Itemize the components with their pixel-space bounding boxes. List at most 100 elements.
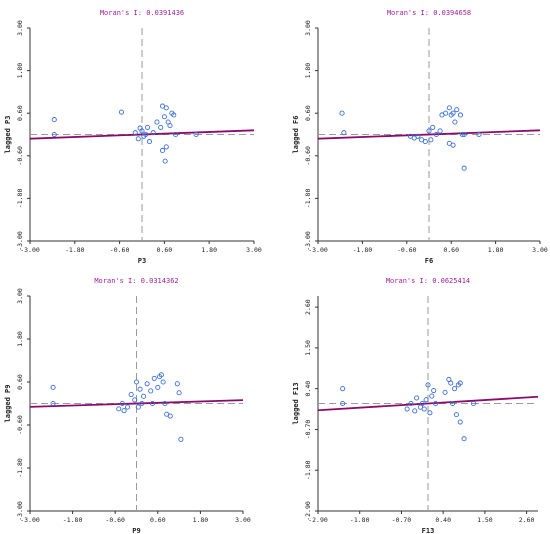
x-tick-label: 3.00 [235,516,251,524]
data-point [193,131,199,138]
data-point [429,393,435,399]
y-tick-label: -0.60 [16,415,24,435]
data-point [162,158,168,164]
data-point [148,388,154,394]
data-point [461,131,467,138]
data-point [116,406,122,412]
data-point [341,130,347,136]
data-point [450,110,456,116]
x-tick-label: -1.80 [350,516,370,524]
x-tick-label: -0.60 [110,246,130,254]
data-point [421,406,427,412]
x-tick-label: 1.80 [488,246,504,254]
x-tick-label: -1.80 [63,516,83,524]
y-axis-label: lagged P9 [4,385,12,423]
data-point [119,400,125,407]
data-point [132,130,138,136]
y-tick-label: 2.60 [304,299,312,315]
data-point [442,389,448,395]
x-tick-label: 0.60 [157,246,173,254]
data-point [457,112,464,118]
y-tick-label: 1.80 [16,63,24,79]
data-point [426,128,432,134]
regression-line [29,129,255,140]
data-point [128,391,134,398]
y-tick-label: 1.80 [16,331,24,347]
data-point [174,381,180,387]
y-tick-label: -1.80 [16,458,24,478]
data-point [176,390,182,396]
y-tick-label: 3.00 [16,288,24,304]
data-point [450,400,456,407]
data-point [448,380,454,386]
data-point [430,124,436,130]
data-point [139,400,145,407]
data-point [461,436,467,442]
data-point [459,131,465,138]
data-point [452,119,458,125]
data-point [437,128,443,134]
y-axis-label: lagged F6 [292,116,300,154]
data-point [118,109,125,115]
data-point [150,130,156,136]
data-point [167,413,173,419]
y-tick-label: 0.40 [304,381,312,397]
data-point [50,384,56,390]
y-tick-label: 3.00 [304,20,312,36]
x-tick-label: 1.50 [477,516,493,524]
data-point [476,131,482,138]
data-point [457,419,463,425]
data-point [340,400,346,407]
data-point [423,397,429,403]
x-tick-label: -0.60 [105,516,125,524]
data-point [453,412,459,418]
data-point [428,137,434,143]
data-point [443,110,449,116]
x-tick-label: 0.40 [435,516,451,524]
moran-plot-4: Moran's I: 0.0625414 -2.90 -1.80 -0.70 0.40 1… [292,277,539,534]
data-point [158,124,164,130]
x-tick-label: -1.80 [353,246,373,254]
y-axis-label: lagged F13 [292,382,300,424]
moran-plot-2: Moran's I: 0.0394658 -3.00 -1.80 -0.60 0.60 1… [292,9,548,265]
y-tick-label: -1.80 [304,460,312,480]
data-point [141,393,147,399]
data-point [412,408,418,414]
x-axis-label: P9 [132,527,140,534]
regression-line [317,129,541,140]
data-point [433,131,439,138]
x-tick-label: 0.60 [443,246,459,254]
y-tick-label: -3.00 [304,231,312,251]
data-point [139,128,145,134]
x-tick-label: -3.00 [308,246,328,254]
data-point [158,372,164,378]
data-point [146,139,153,145]
x-axis-label: F6 [425,257,433,265]
y-axis-label: lagged P3 [4,116,12,154]
data-point [431,387,437,394]
data-point [404,406,410,412]
data-point [425,382,431,388]
data-point [155,384,161,390]
y-tick-label: -1.80 [16,189,24,209]
data-point [173,131,179,138]
data-point [135,136,141,142]
data-point [461,165,467,171]
x-tick-label: 3.00 [532,246,548,254]
y-tick-label: -3.00 [16,501,24,521]
y-tick-label: 0.60 [16,374,24,390]
data-point [446,105,452,111]
x-tick-label: -2.90 [308,516,328,524]
moran-plot-3: Moran's I: 0.0314362 -3.00 -1.80 -0.60 0.60 1… [4,277,251,534]
data-point [163,144,169,150]
data-point [51,117,57,123]
x-tick-label: -0.70 [392,516,412,524]
data-point [135,404,141,410]
data-point [133,379,140,385]
chart-title: Moran's I: 0.0391436 [100,9,184,17]
regression-line [317,395,539,412]
data-point [132,397,138,403]
data-point [154,119,160,125]
y-tick-label: -3.00 [16,231,24,251]
